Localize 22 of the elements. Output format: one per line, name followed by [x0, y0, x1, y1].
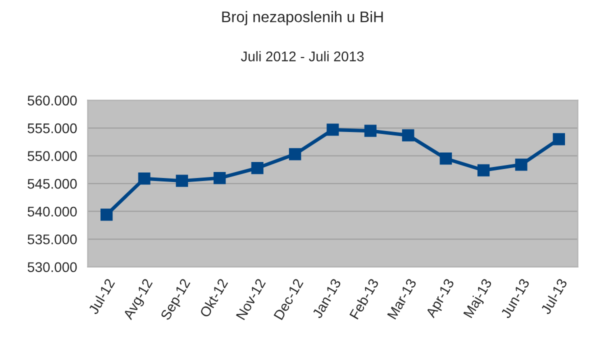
point [364, 124, 377, 137]
point [176, 174, 188, 187]
y-tick-label: 540.000 [28, 206, 77, 217]
point [100, 208, 113, 221]
point [552, 133, 565, 146]
y-tick-label: 550.000 [28, 151, 77, 162]
y-tick-label: 555.000 [28, 123, 77, 134]
point [402, 129, 414, 142]
y-tick-label: 530.000 [28, 262, 77, 272]
y-tick-label: 560.000 [28, 96, 77, 106]
chart-subtitle: Juli 2012 - Juli 2013 [240, 51, 364, 62]
point [138, 172, 150, 185]
y-tick-label: 545.000 [28, 178, 77, 189]
point [288, 148, 302, 160]
point [477, 164, 490, 176]
chart-title: Broj nezaposlenih u BiH [222, 11, 383, 26]
point [515, 158, 528, 171]
point [326, 124, 339, 136]
point [214, 172, 226, 184]
point [251, 162, 264, 174]
point [440, 152, 452, 165]
y-tick-label: 535.000 [28, 234, 77, 244]
